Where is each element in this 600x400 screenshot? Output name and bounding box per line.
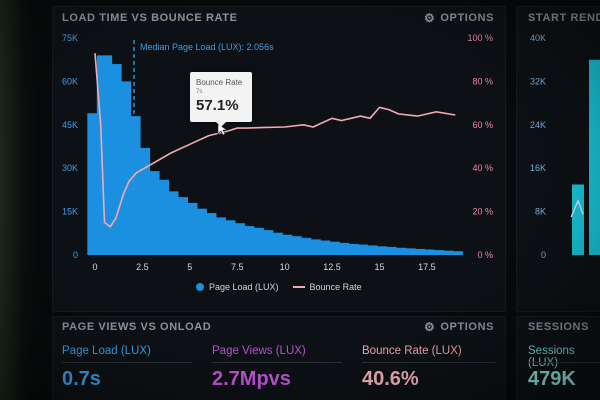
- right-chart-bar: [589, 59, 600, 256]
- metric-value-page-load: 0.7s: [62, 368, 101, 390]
- start-render-panel: [516, 6, 600, 312]
- legend-label-page-load[interactable]: Page Load (LUX): [209, 282, 279, 292]
- chart-legend: Page Load (LUX) Bounce Rate: [196, 282, 362, 292]
- metric-value-sessions: 479K: [528, 368, 576, 390]
- right-chart-bar: [572, 184, 584, 255]
- page-views-panel: [52, 316, 506, 400]
- gear-icon: ⚙: [424, 320, 436, 334]
- panel-title-load-time: LOAD TIME VS BOUNCE RATE: [62, 12, 238, 24]
- tooltip-arrow: [216, 122, 226, 127]
- legend-dot-page-load: [196, 283, 204, 291]
- median-label: Median Page Load (LUX): 2.056s: [140, 42, 274, 52]
- legend-line-bounce: [292, 286, 305, 288]
- metric-divider: [362, 362, 496, 363]
- y-tick-label-left: 75K: [62, 33, 78, 43]
- right-y-tick-label: 40K: [530, 33, 546, 43]
- y-tick-label-left: 45K: [62, 120, 78, 130]
- y-tick-label-right: 80 %: [472, 76, 493, 86]
- right-y-tick-label: 16K: [530, 163, 546, 173]
- tooltip-sub: 7s: [196, 89, 203, 95]
- bounce-rate-tooltip: Bounce Rate 7s 57.1%: [190, 72, 252, 127]
- chart-bar: [371, 246, 388, 255]
- chart-bar: [352, 244, 369, 255]
- chart-bar: [409, 248, 426, 255]
- metric-divider: [212, 362, 342, 363]
- x-tick-label: 12.5: [323, 262, 341, 272]
- x-tick-label: 2.5: [136, 262, 149, 272]
- x-tick-label: 7.5: [231, 262, 244, 272]
- chart-bar: [343, 244, 359, 255]
- y-tick-label-right: 40 %: [472, 163, 493, 173]
- right-y-tick-label: 24K: [530, 120, 546, 130]
- metric-label-sessions: Sessions (LUX): [528, 345, 575, 369]
- chart-bar: [428, 250, 445, 255]
- options-button-bottom[interactable]: ⚙ OPTIONS: [424, 321, 494, 333]
- x-tick-label: 10: [280, 262, 290, 272]
- x-tick-label: 15: [374, 262, 384, 272]
- panel-title-start-render: START RENDE: [528, 12, 600, 24]
- metric-label-bounce-rate: Bounce Rate (LUX): [362, 345, 462, 357]
- tooltip-value: 57.1%: [196, 97, 239, 114]
- right-y-tick-label: 32K: [530, 76, 546, 86]
- panel-title-sessions: SESSIONS: [528, 321, 590, 333]
- bounce-rate-line: [94, 53, 456, 228]
- metric-label-page-load: Page Load (LUX): [62, 345, 151, 357]
- y-tick-label-left: 60K: [62, 76, 78, 86]
- y-tick-label-right: 20 %: [472, 207, 493, 217]
- chart-bar: [419, 249, 435, 255]
- y-tick-label-left: 15K: [62, 207, 78, 217]
- gear-icon: ⚙: [424, 11, 436, 25]
- options-label: OPTIONS: [440, 321, 495, 333]
- x-tick-label: 0: [92, 262, 97, 272]
- right-y-tick-label: 8K: [535, 207, 546, 217]
- options-label: OPTIONS: [440, 12, 495, 24]
- chart-bar: [362, 245, 378, 255]
- sessions-panel: [516, 316, 600, 400]
- x-tick-label: 17.5: [418, 262, 436, 272]
- legend-label-bounce[interactable]: Bounce Rate: [309, 282, 362, 292]
- y-tick-label-right: 0 %: [477, 250, 493, 260]
- chart-bar: [438, 250, 454, 255]
- right-y-tick-label: 0: [541, 250, 546, 260]
- y-tick-label-left: 30K: [62, 163, 78, 173]
- y-tick-label-right: 60 %: [472, 120, 493, 130]
- metric-divider: [528, 362, 600, 363]
- chart-bar: [390, 247, 407, 255]
- panel-title-page-views: PAGE VIEWS VS ONLOAD: [62, 321, 212, 333]
- metric-label-page-views: Page Views (LUX): [212, 345, 306, 357]
- y-tick-label-right: 100 %: [467, 33, 493, 43]
- tooltip-label: Bounce Rate: [196, 78, 243, 87]
- metric-value-page-views: 2.7Mpvs: [212, 368, 291, 390]
- start-render-line: [570, 198, 584, 218]
- x-tick-label: 5: [187, 262, 192, 272]
- metric-divider: [62, 362, 192, 363]
- y-tick-label-left: 0: [73, 250, 78, 260]
- metric-value-bounce-rate: 40.6%: [362, 368, 419, 390]
- chart-bar: [381, 246, 397, 255]
- options-button-main[interactable]: ⚙ OPTIONS: [424, 12, 494, 24]
- screen-edge-glow: [0, 0, 40, 400]
- chart-bar: [447, 251, 463, 255]
- chart-bar: [400, 248, 416, 255]
